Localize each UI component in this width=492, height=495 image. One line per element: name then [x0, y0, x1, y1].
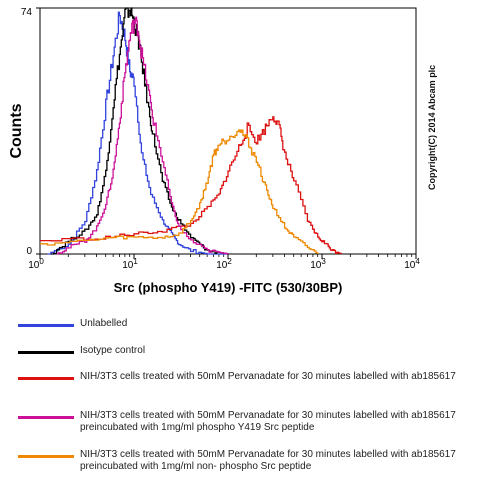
x-tick-label: 101 — [122, 257, 138, 271]
x-tick-label: 102 — [216, 257, 232, 271]
legend-label: Unlabelled — [80, 318, 128, 329]
legend-swatch — [18, 351, 74, 354]
series-line-4 — [56, 16, 229, 255]
legend-label: NIH/3T3 cells treated with 50mM Pervanad… — [80, 449, 456, 472]
legend-item: Isotype control — [12, 345, 488, 357]
legend-swatch — [18, 377, 74, 380]
x-axis-title: Src (phospho Y419) -FITC (530/30BP) — [114, 280, 343, 295]
legend-item: Unlabelled — [12, 318, 488, 330]
legend-swatch — [18, 416, 74, 419]
x-tick-label: 100 — [28, 257, 44, 271]
y-axis-title: Counts — [8, 103, 25, 158]
y-tick-label: 74 — [21, 7, 33, 18]
legend-label: NIH/3T3 cells treated with 50mM Pervanad… — [80, 371, 456, 382]
legend-swatch — [18, 455, 74, 458]
series-line-1 — [47, 11, 228, 255]
legend-item: NIH/3T3 cells treated with 50mM Pervanad… — [12, 449, 488, 473]
legend-label: Isotype control — [80, 345, 146, 356]
legend-swatch — [18, 324, 74, 327]
legend-label: NIH/3T3 cells treated with 50mM Pervanad… — [80, 410, 456, 433]
legend-item: NIH/3T3 cells treated with 50mM Pervanad… — [12, 410, 488, 434]
copyright-watermark: Copyright(C) 2014 Abcam plc — [427, 64, 437, 190]
y-tick-label: 0 — [26, 246, 32, 257]
series-line-5 — [40, 129, 319, 254]
legend-item: NIH/3T3 cells treated with 50mM Pervanad… — [12, 371, 488, 383]
x-tick-label: 103 — [310, 257, 326, 271]
flow-cytometry-histogram: 100 101 102 103 104 0 74 Counts Src (phospho Y41… — [8, 7, 420, 295]
histogram-svg: 100 101 102 103 104 0 74 Counts Src (phospho Y41… — [8, 7, 420, 295]
x-tick-label: 104 — [404, 257, 420, 271]
series-line-3 — [40, 116, 342, 255]
